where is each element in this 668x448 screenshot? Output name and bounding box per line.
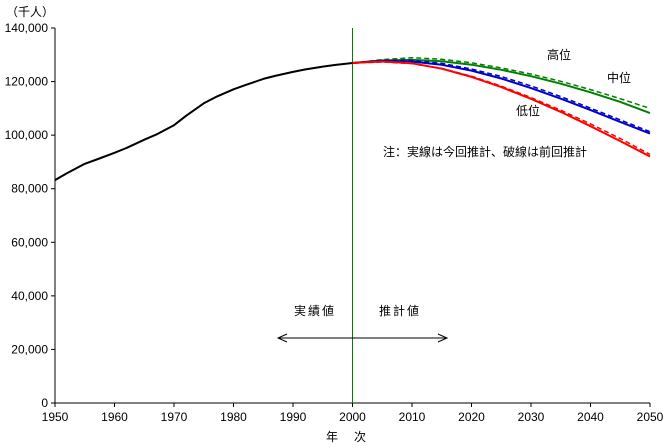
low-variant-label: 低位 <box>516 104 541 118</box>
series-medium-current <box>352 59 651 135</box>
series-high-previous <box>352 56 651 110</box>
actual-values-label: 実績値 <box>293 304 337 318</box>
y-tick-label: 60,000 <box>11 235 48 249</box>
projected-values-label: 推計値 <box>378 304 422 318</box>
y-tick-label: 20,000 <box>11 342 48 356</box>
arrow-head-right-icon <box>437 333 449 343</box>
note-annotation: 注：実線は今回推計、破線は前回推計 <box>383 145 588 159</box>
x-tick-label: 2020 <box>458 410 485 424</box>
x-axis-title: 年 次 <box>325 430 369 444</box>
x-tick-label: 1970 <box>161 410 188 424</box>
series-low-previous <box>352 61 651 156</box>
y-tick-label: 120,000 <box>5 75 49 89</box>
y-tick-label: 40,000 <box>11 289 48 303</box>
x-tick-label: 2050 <box>637 410 664 424</box>
arrow-head-left-icon <box>276 333 288 343</box>
x-tick-label: 1980 <box>220 410 247 424</box>
x-tick-label: 1950 <box>42 410 69 424</box>
x-tick-label: 2010 <box>399 410 426 424</box>
y-tick-label: 140,000 <box>5 21 49 35</box>
series-low-current <box>352 60 651 158</box>
y-tick-label: 80,000 <box>11 182 48 196</box>
x-tick-label: 1990 <box>280 410 307 424</box>
x-tick-label: 2000 <box>339 410 366 424</box>
medium-variant-label: 中位 <box>607 71 632 85</box>
high-variant-label: 高位 <box>547 48 572 62</box>
x-tick-label: 1960 <box>101 410 128 424</box>
y-tick-label: 100,000 <box>5 128 49 142</box>
x-tick-label: 2040 <box>577 410 604 424</box>
y-axis-unit-label: （千人） <box>6 5 55 19</box>
series-actual <box>54 62 353 181</box>
series-medium-previous <box>352 59 651 133</box>
x-tick-label: 2030 <box>518 410 545 424</box>
y-tick-label: 0 <box>41 396 48 410</box>
